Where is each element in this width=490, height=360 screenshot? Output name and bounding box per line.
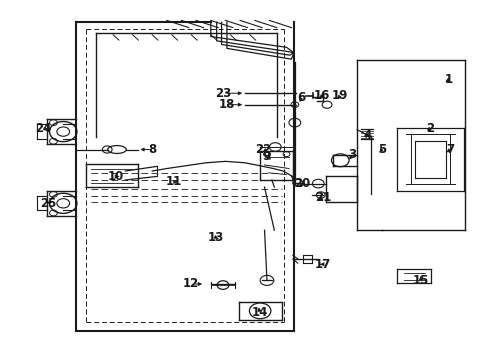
Text: 13: 13 (208, 231, 224, 244)
Text: 23: 23 (215, 87, 231, 100)
Text: 6: 6 (297, 91, 305, 104)
Text: 19: 19 (332, 89, 348, 102)
Text: 10: 10 (107, 170, 123, 183)
Text: 22: 22 (255, 143, 271, 156)
Text: 9: 9 (263, 150, 271, 163)
Text: 20: 20 (294, 177, 311, 190)
Text: 16: 16 (314, 89, 330, 102)
Text: 4: 4 (363, 129, 371, 142)
Text: 1: 1 (445, 73, 453, 86)
Text: 7: 7 (446, 143, 454, 156)
Text: 3: 3 (348, 148, 357, 161)
Text: 11: 11 (166, 175, 182, 188)
Text: 24: 24 (35, 122, 52, 135)
Text: 25: 25 (40, 197, 57, 210)
Text: 2: 2 (427, 122, 435, 135)
Text: 17: 17 (315, 258, 331, 271)
Text: 15: 15 (413, 274, 429, 287)
Text: 21: 21 (315, 192, 331, 204)
Text: 5: 5 (378, 143, 386, 156)
Text: 18: 18 (218, 98, 235, 111)
Text: 8: 8 (148, 143, 156, 156)
Text: 12: 12 (183, 278, 199, 291)
Text: 14: 14 (251, 306, 268, 319)
